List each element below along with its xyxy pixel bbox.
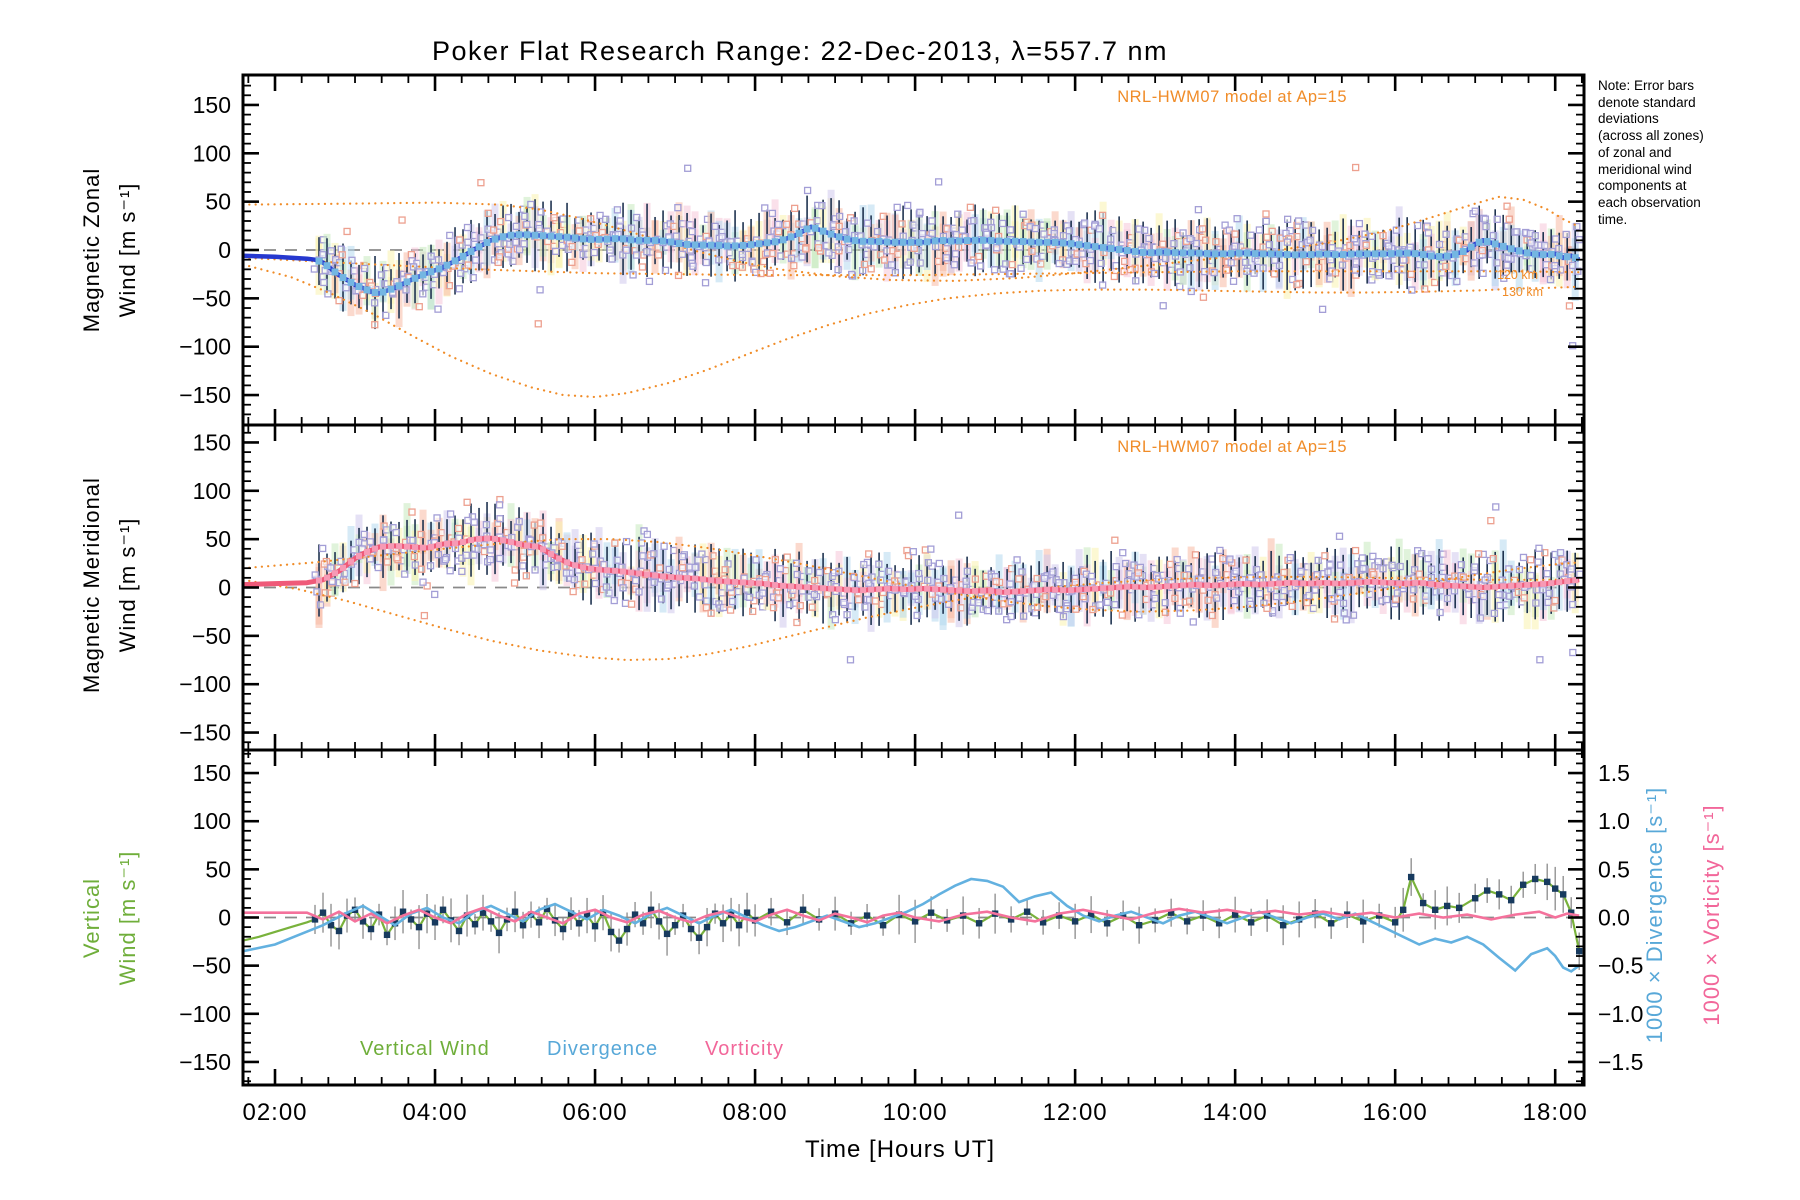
note-text: Note: Error bars denote standard deviati… xyxy=(1598,78,1704,227)
axes-frames-and-ticks xyxy=(241,73,1586,1087)
meridional-axis-title-line1: Magnetic Meridional xyxy=(79,477,104,693)
svg-text:100: 100 xyxy=(193,808,231,834)
svg-text:100: 100 xyxy=(193,140,231,166)
vertical-axis-title-line2: Wind [m s⁻¹] xyxy=(115,850,140,986)
model-label-zonal: NRL-HWM07 model at Ap=15 xyxy=(1117,88,1347,106)
svg-text:−50: −50 xyxy=(192,623,231,649)
svg-text:100: 100 xyxy=(193,478,231,504)
svg-text:50: 50 xyxy=(205,189,231,215)
model-label-meridional: NRL-HWM07 model at Ap=15 xyxy=(1117,438,1347,456)
svg-text:0: 0 xyxy=(218,575,231,601)
meridional-axis-title-line2: Wind [m s⁻¹] xyxy=(115,517,140,653)
panel-magnetic_meridional_wind-decorations xyxy=(311,495,1584,664)
svg-text:0: 0 xyxy=(218,237,231,263)
svg-text:06:00: 06:00 xyxy=(563,1099,628,1126)
svg-text:−0.5: −0.5 xyxy=(1598,953,1643,979)
divergence-axis-title: 1000 × Divergence [s⁻¹] xyxy=(1642,786,1667,1044)
vertical-axis-title-line1: Vertical xyxy=(79,877,104,959)
panel-bottom xyxy=(243,858,1583,973)
svg-text:−150: −150 xyxy=(179,1049,231,1075)
svg-text:02:00: 02:00 xyxy=(242,1099,307,1126)
svg-text:12:00: 12:00 xyxy=(1043,1099,1108,1126)
x-axis-title: Time [Hours UT] xyxy=(804,1136,996,1163)
legend-vertical-wind: Vertical Wind xyxy=(360,1038,490,1060)
altitude-label-130km: 130 km xyxy=(1502,285,1543,299)
svg-text:18:00: 18:00 xyxy=(1523,1099,1588,1126)
altitude-label-120km: 120 km xyxy=(1497,268,1538,282)
svg-text:−100: −100 xyxy=(179,334,231,360)
svg-text:−50: −50 xyxy=(192,285,231,311)
zonal-axis-title-line1: Magnetic Zonal xyxy=(79,167,104,333)
svg-text:14:00: 14:00 xyxy=(1203,1099,1268,1126)
svg-text:−100: −100 xyxy=(179,1001,231,1027)
zonal-axis-title-line2: Wind [m s⁻¹] xyxy=(115,182,140,318)
panel-magnetic_zonal_wind-mean-line xyxy=(243,224,1581,297)
svg-text:10:00: 10:00 xyxy=(883,1099,948,1126)
svg-text:04:00: 04:00 xyxy=(402,1099,467,1126)
svg-text:0.0: 0.0 xyxy=(1598,905,1630,931)
panel-magnetic_zonal_wind-model-curves xyxy=(243,195,1581,399)
svg-text:−100: −100 xyxy=(179,671,231,697)
svg-text:0: 0 xyxy=(218,905,231,931)
svg-text:1.5: 1.5 xyxy=(1598,760,1630,786)
svg-text:1.0: 1.0 xyxy=(1598,808,1630,834)
svg-text:−1.5: −1.5 xyxy=(1598,1049,1643,1075)
svg-text:50: 50 xyxy=(205,856,231,882)
legend-divergence: Divergence xyxy=(547,1038,659,1060)
svg-text:−150: −150 xyxy=(179,720,231,746)
panel-magnetic_meridional_wind-model-curves xyxy=(243,538,1581,662)
svg-text:16:00: 16:00 xyxy=(1363,1099,1428,1126)
page-title: Poker Flat Research Range: 22-Dec-2013, … xyxy=(431,36,1169,66)
tick-labels: 150 100 50 0 −50 −100 −150 150 100 50 0 −50 −100 −150… xyxy=(179,92,1643,1126)
svg-text:−150: −150 xyxy=(179,382,231,408)
svg-text:−50: −50 xyxy=(192,953,231,979)
svg-text:150: 150 xyxy=(193,92,231,118)
svg-text:50: 50 xyxy=(205,526,231,552)
svg-text:−1.0: −1.0 xyxy=(1598,1001,1643,1027)
vorticity-axis-title: 1000 × Vorticity [s⁻¹] xyxy=(1699,804,1724,1026)
svg-text:150: 150 xyxy=(193,760,231,786)
svg-text:08:00: 08:00 xyxy=(723,1099,788,1126)
svg-text:150: 150 xyxy=(193,429,231,455)
legend-vorticity: Vorticity xyxy=(705,1038,785,1060)
panel-magnetic_meridional_wind-mean-line xyxy=(243,535,1580,596)
svg-text:0.5: 0.5 xyxy=(1598,856,1630,882)
